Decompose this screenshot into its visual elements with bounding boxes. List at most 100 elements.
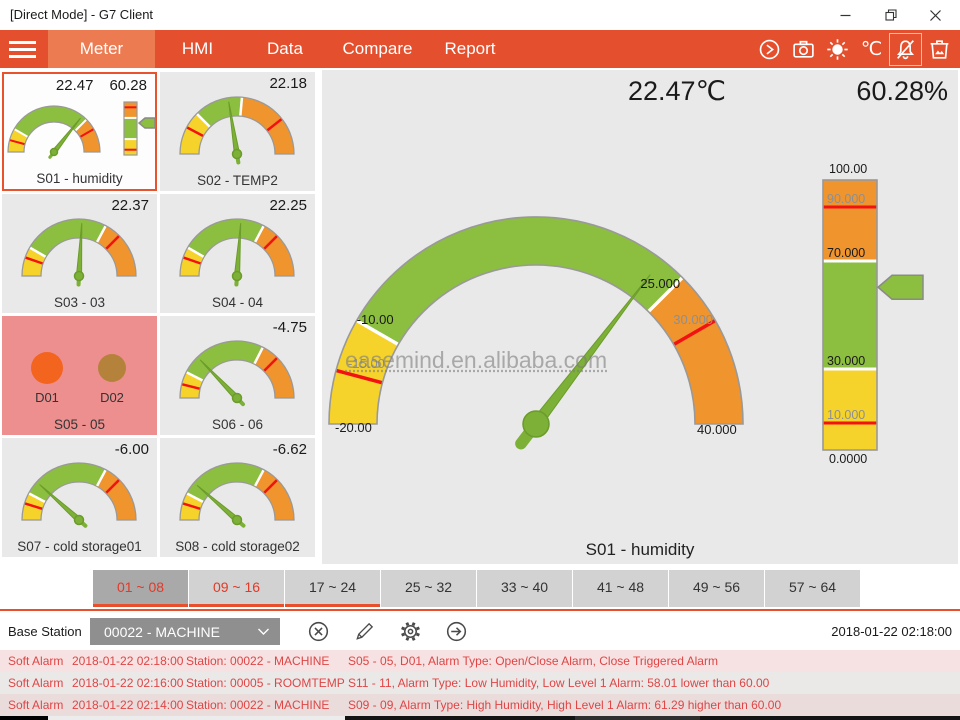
- dio-indicator-d02: [98, 354, 126, 382]
- station-actions: [306, 619, 468, 643]
- menu-item-compare[interactable]: Compare: [342, 39, 413, 58]
- page-tabs: 01 ~ 08 09 ~ 16 17 ~ 24 25 ~ 32 33 ~ 40 41 ~ …: [93, 570, 860, 607]
- dio-indicator-d01: [31, 352, 63, 384]
- tab-09-16[interactable]: 09 ~ 16: [189, 570, 284, 607]
- minimize-button[interactable]: [823, 0, 868, 30]
- meter-tile-s01[interactable]: 22.47 60.28 S01 - humidity: [2, 72, 157, 191]
- alarm-message: S05 - 05, D01, Alarm Type: Open/Close Al…: [348, 654, 718, 668]
- meter-tile-s08[interactable]: -6.62 S08 - cold storage02: [160, 438, 315, 557]
- tab-33-40[interactable]: 33 ~ 40: [477, 570, 572, 607]
- mini-gauge: [21, 218, 137, 287]
- brightness-icon[interactable]: [822, 34, 853, 65]
- alarm-type: Soft Alarm: [8, 698, 64, 712]
- station-bar: Base Station 00022 - MACHINE 2018-01-22 …: [0, 611, 960, 650]
- meter-tile-values: 22.37: [111, 197, 149, 214]
- menu-item-data[interactable]: Data: [267, 39, 303, 58]
- restore-icon: [884, 9, 897, 21]
- gauge-scale-label: 25.000: [640, 275, 681, 291]
- menu-item-hmi[interactable]: HMI: [181, 39, 214, 58]
- meter-tile-s07[interactable]: -6.00 S07 - cold storage01: [2, 438, 157, 557]
- gauge-scale-label: -10.00: [356, 311, 394, 327]
- meter-tile-s06[interactable]: -4.75 S06 - 06: [160, 316, 315, 435]
- close-button[interactable]: [913, 0, 958, 30]
- alarm-row[interactable]: Soft Alarm 2018-01-22 02:14:00 Station: 00…: [0, 694, 960, 716]
- minimize-icon: [840, 14, 851, 16]
- alarm-type: Soft Alarm: [8, 654, 64, 668]
- tab-25-32[interactable]: 25 ~ 32: [381, 570, 476, 607]
- alarm-station: Station: 00022 - MACHINE: [186, 698, 330, 712]
- meter-tile-values: -6.62: [272, 441, 307, 458]
- meter-tile-s02[interactable]: 22.18 S02 - TEMP2: [160, 72, 315, 191]
- meter-tile-grid: 22.47 60.28 S01 - humidity 22.18 S02 - TEMP2…: [2, 72, 318, 564]
- alarm-station: Station: 00005 - ROOMTEMP: [186, 676, 345, 690]
- meter-tile-label: S04 - 04: [211, 295, 264, 310]
- restore-button[interactable]: [868, 0, 913, 30]
- meter-tile-label: S06 - 06: [211, 417, 264, 432]
- menu-items: Meter HMI Data Compare Report: [48, 30, 515, 68]
- main-meter-panel: 22.47℃ 60.28% -20.00 -15.00 -10.00 25.000 30…: [322, 70, 958, 564]
- close-icon: [930, 9, 941, 21]
- mini-gauge: [179, 218, 295, 287]
- clear-image-icon[interactable]: [924, 34, 955, 65]
- alarm-type: Soft Alarm: [8, 676, 64, 690]
- gauge-scale-label: -15.00: [348, 356, 385, 372]
- bar-scale-label: 10.000: [827, 408, 866, 422]
- bottom-edge: [0, 716, 960, 720]
- meter-tile-label: S02 - TEMP2: [197, 173, 278, 188]
- menubar: Meter HMI Data Compare Report ℃: [0, 30, 960, 68]
- selected-meter-caption: S01 - humidity: [585, 540, 695, 559]
- alarm-time: 2018-01-22 02:14:00: [72, 698, 184, 712]
- menu-item-report[interactable]: Report: [444, 39, 496, 58]
- gauge-scale-label: -20.00: [335, 420, 372, 435]
- meter-tile-values: -4.75: [272, 319, 307, 336]
- hamburger-menu-icon[interactable]: [0, 30, 48, 68]
- mini-gauge: [21, 462, 137, 528]
- meter-tile-label: S01 - humidity: [36, 171, 123, 186]
- alarm-row[interactable]: Soft Alarm 2018-01-22 02:18:00 Station: 00…: [0, 650, 960, 672]
- window-controls: [823, 0, 958, 30]
- current-timestamp: 2018-01-22 02:18:00: [831, 624, 952, 639]
- meter-tile-values: 22.47 60.28: [55, 77, 147, 94]
- dio-label: D01: [35, 390, 59, 405]
- tab-01-08[interactable]: 01 ~ 08: [93, 570, 188, 607]
- cancel-icon[interactable]: [306, 619, 330, 643]
- meter-tile-s05[interactable]: D01 D02 S05 - 05: [2, 316, 157, 435]
- bar-scale-label: 0.0000: [829, 452, 868, 466]
- gauge-scale-label: 30.000: [673, 311, 714, 327]
- tab-41-48[interactable]: 41 ~ 48: [573, 570, 668, 607]
- alarm-message: S11 - 11, Alarm Type: Low Humidity, Low …: [348, 676, 770, 690]
- meter-tile-s03[interactable]: 22.37 S03 - 03: [2, 194, 157, 313]
- base-station-label: Base Station: [8, 624, 82, 639]
- bar-scale-label: 100.00: [829, 162, 868, 176]
- apply-icon[interactable]: [444, 619, 468, 643]
- base-station-dropdown[interactable]: 00022 - MACHINE: [90, 618, 280, 645]
- gauge-scale-label: 40.000: [697, 422, 737, 437]
- alarm-mute-icon[interactable]: [889, 32, 922, 66]
- meter-tile-values: 22.18: [269, 75, 307, 92]
- alarm-row[interactable]: Soft Alarm 2018-01-22 02:16:00 Station: 00…: [0, 672, 960, 694]
- celsius-icon[interactable]: ℃: [860, 38, 883, 60]
- mini-gauge: [179, 340, 295, 407]
- mini-gauge: [179, 462, 295, 528]
- base-station-selected: 00022 - MACHINE: [104, 623, 220, 640]
- alarm-log: Soft Alarm 2018-01-22 02:18:00 Station: 00…: [0, 650, 960, 716]
- meter-tile-label: S05 - 05: [53, 417, 106, 432]
- tab-57-64[interactable]: 57 ~ 64: [765, 570, 860, 607]
- tab-17-24[interactable]: 17 ~ 24: [285, 570, 380, 607]
- tab-49-56[interactable]: 49 ~ 56: [669, 570, 764, 607]
- alarm-message: S09 - 09, Alarm Type: High Humidity, Hig…: [348, 698, 782, 712]
- mini-gauge: [7, 101, 156, 159]
- edit-icon[interactable]: [352, 619, 376, 643]
- meter-tile-values: 22.25: [269, 197, 307, 214]
- mini-gauge: [179, 96, 295, 165]
- menu-item-meter[interactable]: Meter: [48, 30, 155, 68]
- bar-scale-label: 90.000: [827, 192, 866, 206]
- meter-tile-s04[interactable]: 22.25 S04 - 04: [160, 194, 315, 313]
- sync-icon[interactable]: [754, 34, 785, 65]
- titlebar: [Direct Mode] - G7 Client: [0, 0, 960, 30]
- camera-icon[interactable]: [788, 34, 819, 65]
- settings-icon[interactable]: [398, 619, 422, 643]
- menu-toolbar: ℃: [754, 30, 960, 68]
- main-bar-gauge: [822, 179, 924, 451]
